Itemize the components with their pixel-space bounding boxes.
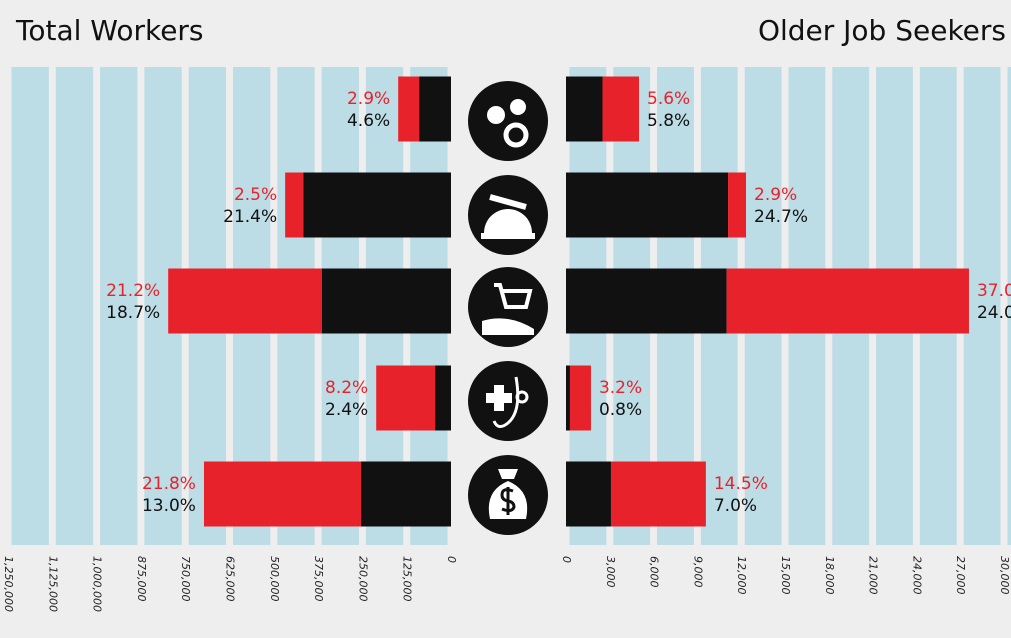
value-label: 2.4% (325, 400, 368, 420)
icon-health (468, 361, 548, 441)
bar-segment (419, 76, 451, 142)
bar-segment (566, 76, 603, 142)
chart-title: Older Job Seekers (758, 14, 1006, 47)
bar-segment (321, 268, 451, 334)
value-label: 21.4% (223, 207, 277, 227)
bar-segment (376, 365, 436, 431)
x-tick-label: 375,000 (312, 556, 325, 602)
bar-segment (566, 268, 727, 334)
value-label: 21.2% (106, 281, 160, 301)
x-tick-label: 500,000 (268, 556, 281, 602)
x-tick-label: 625,000 (224, 556, 237, 602)
value-label: 5.6% (647, 89, 690, 109)
value-label: 2.9% (754, 185, 797, 205)
bar-segment (398, 76, 420, 142)
x-tick-label: 30,000 (998, 556, 1011, 595)
x-tick-label: 9,000 (691, 556, 704, 588)
x-tick-label: 0 (445, 556, 458, 563)
value-label: 7.0% (714, 496, 757, 516)
icon-energy (468, 81, 548, 161)
bar-segment (360, 461, 451, 527)
x-tick-label: 12,000 (735, 556, 748, 595)
x-tick-label: 27,000 (954, 556, 967, 595)
bar-segment (168, 268, 322, 334)
bar-segment (566, 461, 611, 527)
value-label: 2.5% (234, 185, 277, 205)
x-tick-label: 21,000 (867, 556, 880, 595)
bar-segment (569, 365, 591, 431)
x-tick-label: 1,125,000 (46, 556, 59, 612)
icons (468, 81, 548, 535)
value-label: 18.7% (106, 303, 160, 323)
value-label: 4.6% (347, 111, 390, 131)
x-tick-label: 750,000 (179, 556, 192, 602)
x-tick-label: 875,000 (135, 556, 148, 602)
bar-segment (566, 172, 729, 238)
x-tick-label: 24,000 (910, 556, 923, 595)
value-label: 24.7% (754, 207, 808, 227)
x-tick-label: 3,000 (604, 556, 617, 588)
value-label: 13.0% (142, 496, 196, 516)
value-label: 21.8% (142, 474, 196, 494)
x-tick-label: 15,000 (779, 556, 792, 595)
icon-retail (468, 267, 548, 347)
bar-segment (435, 365, 451, 431)
bar-segment (728, 172, 747, 238)
bar-segment (726, 268, 969, 334)
x-tick-label: 250,000 (356, 556, 369, 602)
value-label: 14.5% (714, 474, 768, 494)
value-label: 37.0% (977, 281, 1011, 301)
icon-construction (468, 175, 548, 255)
bar-segment (285, 172, 304, 238)
x-tick-label: 6,000 (648, 556, 661, 588)
value-label: 3.2% (599, 378, 642, 398)
value-label: 0.8% (599, 400, 642, 420)
bar-segment (203, 461, 361, 527)
bar-segment (610, 461, 706, 527)
x-tick-label: 1,000,000 (91, 556, 104, 612)
bar-segment (602, 76, 639, 142)
chart-title: Total Workers (15, 14, 204, 47)
value-label: 2.9% (347, 89, 390, 109)
x-tick-label: 18,000 (823, 556, 836, 595)
value-label: 5.8% (647, 111, 690, 131)
x-tick-label: 1,250,000 (2, 556, 15, 612)
x-tick-label: 0 (560, 556, 573, 563)
value-label: 24.0% (977, 303, 1011, 323)
bar-segment (566, 365, 570, 431)
icon-finance (468, 455, 548, 535)
x-tick-label: 125,000 (401, 556, 414, 602)
value-label: 8.2% (325, 378, 368, 398)
bar-segment (303, 172, 451, 238)
